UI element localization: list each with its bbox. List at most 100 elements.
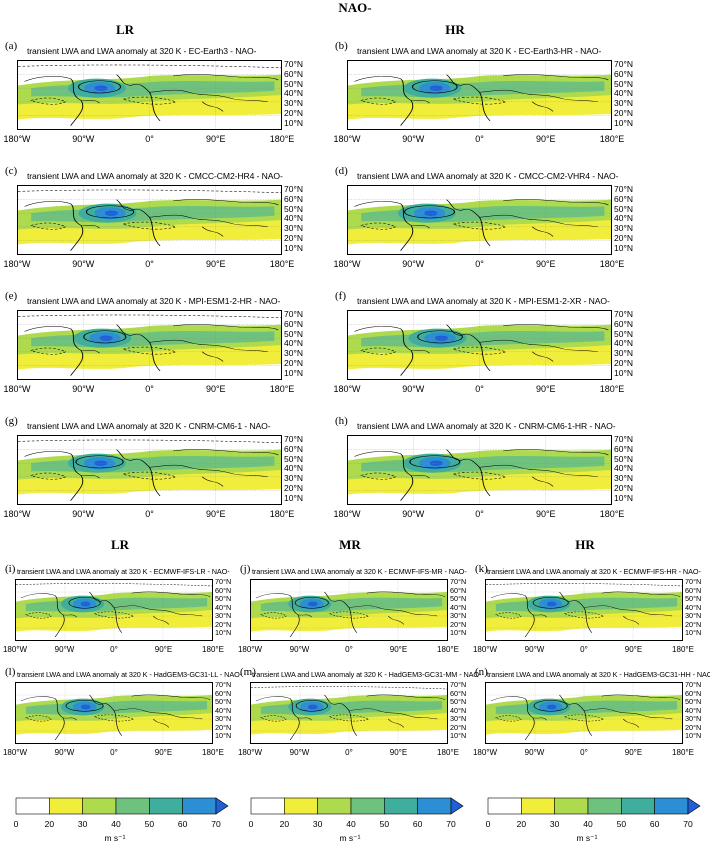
lon-tick-label: 90°W	[72, 509, 95, 519]
lat-tick-label: 70°N	[215, 577, 232, 586]
lat-tick-label: 40°N	[685, 602, 702, 612]
map-panel: (j) transient LWA and LWA anomaly at 320 …	[238, 563, 470, 662]
lwa-map-field	[251, 580, 447, 640]
lat-tick-label: 40°N	[614, 213, 633, 224]
lon-tick-label: 180°E	[202, 645, 224, 654]
map-area	[17, 185, 282, 255]
lon-tick-label: 90°W	[524, 748, 545, 757]
lat-tick-label: 20°N	[614, 358, 633, 369]
lon-tick-label: 90°E	[535, 384, 556, 394]
panel-label: (e)	[5, 290, 18, 302]
colorbar-swatches	[250, 797, 464, 815]
panel-title: transient LWA and LWA anomaly at 320 K -…	[17, 670, 242, 679]
lat-tick-label: 30°N	[284, 348, 303, 359]
lon-tick-label: 180°E	[599, 259, 625, 269]
lon-tick-label: 90°W	[402, 134, 425, 144]
lat-tick-label: 20°N	[614, 233, 633, 244]
lon-tick-label: 90°E	[535, 134, 556, 144]
lat-tick-label: 50°N	[215, 697, 232, 707]
colorbar-tick-label: 70	[683, 819, 693, 829]
lat-tick-label: 50°N	[614, 453, 633, 464]
colorbar-tick-label: 70	[446, 819, 456, 829]
lon-tick-label: 180°E	[599, 384, 625, 394]
lon-tick-label: 90°E	[389, 748, 408, 757]
panel-title: transient LWA and LWA anomaly at 320 K -…	[487, 567, 701, 576]
lwa-map-field	[486, 683, 682, 743]
lat-tick-label: 30°N	[450, 611, 467, 621]
lat-tick-label: 70°N	[284, 184, 303, 194]
lon-tick-label: 90°W	[402, 259, 425, 269]
lat-tick-label: 70°N	[215, 680, 232, 689]
lat-tick-label: 50°N	[284, 203, 303, 214]
panel-title: transient LWA and LWA anomaly at 320 K -…	[27, 171, 283, 181]
panel-label: (d)	[335, 165, 348, 177]
lat-tick-label: 40°N	[614, 463, 633, 474]
lat-tick-label: 10°N	[284, 117, 303, 128]
lat-tick-label: 40°N	[215, 602, 232, 612]
lat-tick-label: 30°N	[284, 98, 303, 109]
lon-tick-label: 180°E	[437, 645, 459, 654]
lat-tick-label: 20°N	[215, 619, 232, 629]
lat-tick-label: 70°N	[614, 59, 633, 69]
lon-tick-label: 0°	[110, 645, 118, 654]
lat-tick-label: 60°N	[614, 193, 633, 204]
lat-tick-label: 60°N	[284, 443, 303, 454]
colorbar-tick-label: 0	[248, 819, 254, 829]
lat-tick-label: 20°N	[284, 483, 303, 494]
map-area	[17, 435, 282, 505]
column-header-hr-bottom: HR	[575, 537, 595, 552]
lon-tick-label: 90°E	[205, 134, 226, 144]
lon-tick-label: 180°E	[672, 645, 694, 654]
colorbar-tick-label: 70	[211, 819, 221, 829]
lon-tick-label: 0°	[475, 509, 484, 519]
colorbar-tick-label: 60	[177, 819, 188, 829]
panel-label: (k)	[475, 563, 488, 575]
lon-tick-label: 180°W	[2, 645, 28, 654]
lat-tick-label: 40°N	[284, 213, 303, 224]
lat-tick-label: 10°N	[685, 628, 702, 638]
lwa-map-field	[18, 186, 281, 254]
colorbar-tick-label: 40	[111, 819, 121, 829]
lon-tick-label: 180°W	[3, 134, 31, 144]
colorbar-unit: m s⁻¹	[339, 833, 361, 843]
map-area	[485, 682, 683, 744]
lon-tick-label: 90°W	[54, 645, 75, 654]
lon-tick-label: 180°E	[599, 509, 625, 519]
map-panel: (l) transient LWA and LWA anomaly at 320 …	[3, 666, 242, 765]
colorbar: 0 20 30 40 50 60 70 m s⁻¹	[14, 797, 235, 847]
map-panel: (c) transient LWA and LWA anomaly at 320 …	[3, 165, 310, 272]
lon-tick-label: 180°E	[437, 748, 459, 757]
lwa-map-field	[18, 311, 281, 379]
panel-label: (j)	[240, 563, 251, 575]
lat-tick-label: 20°N	[284, 233, 303, 244]
panel-label: (b)	[335, 40, 348, 52]
column-header-mr-bottom: MR	[339, 537, 361, 552]
map-panel: (m) transient LWA and LWA anomaly at 320 …	[238, 666, 481, 765]
lon-tick-label: 90°E	[389, 645, 408, 654]
lwa-map-field	[348, 311, 611, 379]
lon-tick-label: 0°	[145, 384, 154, 394]
lon-tick-label: 180°E	[599, 134, 625, 144]
map-panel: (n) transient LWA and LWA anomaly at 320 …	[473, 666, 710, 765]
colorbar-unit: m s⁻¹	[104, 833, 126, 843]
lon-tick-label: 180°E	[269, 509, 295, 519]
lat-tick-label: 60°N	[284, 318, 303, 329]
colorbar-tick-label: 0	[485, 819, 491, 829]
map-panel: (d) transient LWA and LWA anomaly at 320 …	[333, 165, 640, 272]
lat-tick-label: 60°N	[614, 318, 633, 329]
lwa-map-field	[348, 186, 611, 254]
lat-tick-label: 60°N	[614, 68, 633, 79]
lon-tick-label: 90°E	[624, 645, 643, 654]
colorbar-swatches	[487, 797, 701, 815]
lat-tick-label: 60°N	[685, 688, 702, 698]
panel-label: (n)	[475, 666, 488, 678]
lon-tick-label: 180°W	[3, 509, 31, 519]
lon-tick-label: 90°E	[535, 509, 556, 519]
lon-tick-label: 180°W	[333, 384, 361, 394]
lat-tick-label: 40°N	[284, 338, 303, 349]
lwa-map-field	[18, 436, 281, 504]
lat-tick-label: 10°N	[614, 117, 633, 128]
lat-tick-label: 60°N	[685, 585, 702, 595]
lat-tick-label: 30°N	[685, 611, 702, 621]
map-panel: (e) transient LWA and LWA anomaly at 320 …	[3, 290, 310, 397]
